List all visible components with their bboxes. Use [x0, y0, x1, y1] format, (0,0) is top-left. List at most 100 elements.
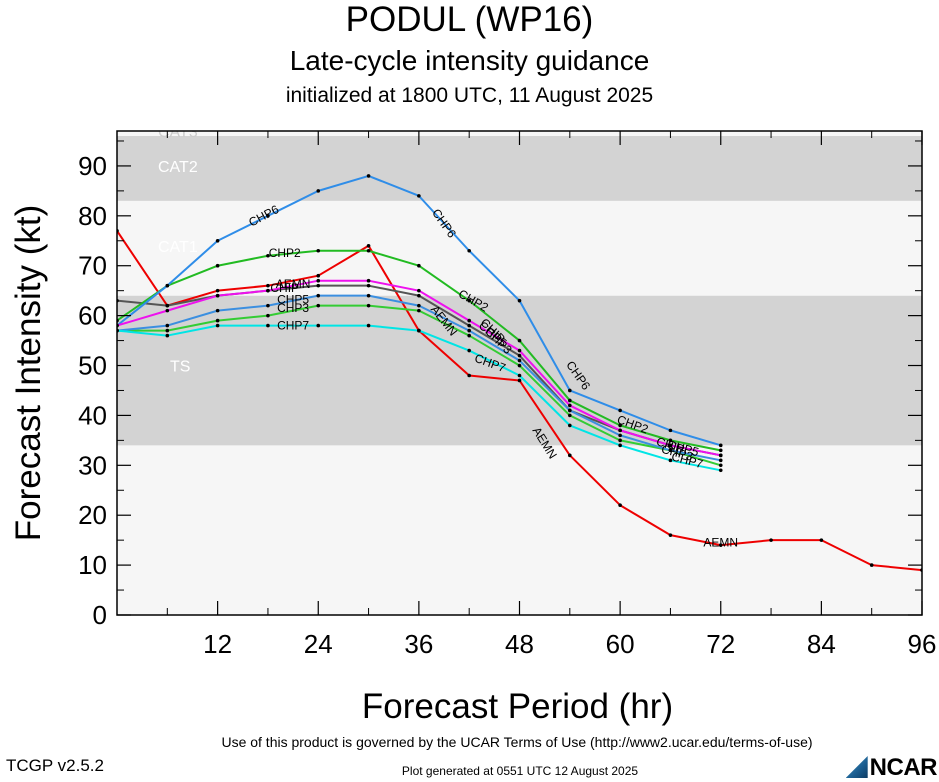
series-point-chpm: [215, 293, 220, 298]
series-label-chp2: CHP2: [269, 246, 301, 260]
x-tick-label: 12: [203, 629, 232, 659]
band-cat1: [117, 200, 922, 296]
ncar-logo-icon: [845, 756, 868, 778]
series-point-chp3: [467, 333, 471, 338]
series-point-chp7: [366, 323, 371, 328]
series-point-chp6: [366, 174, 371, 178]
series-label-chp3: CHP3: [277, 301, 309, 315]
series-point-aemn: [718, 543, 723, 547]
series-point-aemn: [568, 453, 572, 458]
initialization-time: initialized at 1800 UTC, 11 August 2025: [285, 84, 654, 107]
series-point-chp3: [366, 303, 371, 308]
series-point-chp3: [517, 363, 522, 368]
series-point-chpm: [165, 308, 170, 313]
series-label-chp7: CHP7: [277, 319, 309, 333]
x-tick-label: 24: [304, 629, 333, 659]
series-point-chip: [417, 293, 421, 298]
series-point-chp6: [316, 189, 321, 193]
series-point-aemn: [215, 288, 220, 293]
series-point-chp3: [266, 313, 270, 318]
series-point-chp5: [266, 303, 270, 308]
band-label-cat3: CAT3: [158, 124, 198, 141]
series-point-aemn: [266, 283, 270, 288]
band-cat2: [117, 135, 922, 201]
y-tick-label: 20: [78, 500, 107, 530]
series-point-chp3: [417, 308, 421, 313]
series-point-chp5: [568, 408, 572, 413]
series-point-chp6: [165, 283, 170, 288]
series-point-aemn: [819, 538, 824, 542]
y-tick-label: 40: [78, 400, 107, 430]
series-point-chp6: [266, 214, 270, 218]
series-point-chp7: [215, 323, 220, 328]
series-point-chp2: [266, 253, 270, 258]
series-point-chip: [467, 323, 471, 328]
band-label-ts: TS: [170, 359, 190, 376]
series-label-aemn: AEMN: [276, 277, 311, 291]
series-point-chpm: [417, 288, 421, 293]
series-point-chip: [316, 283, 321, 288]
series-point-chp5: [618, 433, 622, 438]
band-label-cat1: CAT1: [158, 239, 198, 256]
series-point-chp6: [215, 238, 220, 243]
series-point-chp2: [668, 438, 673, 443]
series-point-chp2: [417, 263, 421, 268]
series-point-chp5: [668, 448, 673, 453]
series-point-chpm: [266, 288, 270, 293]
series-point-chp2: [316, 248, 321, 253]
series-point-chp3: [165, 328, 170, 333]
version-label: TCGP v2.5.2: [6, 756, 104, 775]
series-point-chp3: [215, 318, 220, 323]
series-point-chpm: [668, 443, 673, 448]
series-point-chpm: [517, 348, 522, 353]
series-point-chip: [165, 303, 170, 308]
series-point-chp5: [417, 303, 421, 308]
series-point-chp3: [316, 303, 321, 308]
x-tick-label: 84: [807, 629, 836, 659]
series-point-chpm: [467, 318, 471, 323]
series-point-chp7: [417, 328, 421, 333]
series-point-chp2: [568, 398, 572, 403]
series-point-chp2: [618, 423, 622, 428]
series-label-aemn: AEMN: [703, 536, 738, 550]
series-point-chp6: [668, 428, 673, 433]
series-point-chp6: [618, 408, 622, 413]
x-tick-label: 72: [706, 629, 735, 659]
series-point-chpm: [568, 403, 572, 408]
series-point-chp3: [618, 438, 622, 443]
series-label-chp5: CHP5: [277, 293, 309, 307]
series-point-chp7: [618, 443, 622, 448]
series-point-chp2: [366, 248, 371, 253]
series-point-chp2: [517, 338, 522, 343]
series-point-chpm: [718, 453, 723, 458]
ncar-logo-text: NCAR: [869, 754, 938, 781]
series-point-chp7: [165, 333, 170, 338]
series-point-chp5: [165, 323, 170, 328]
chart-subtitle: Late-cycle intensity guidance: [289, 45, 650, 76]
series-point-chp7: [266, 323, 270, 328]
series-point-chp2: [215, 263, 220, 268]
series-point-chpm: [316, 278, 321, 283]
series-point-chp5: [467, 328, 471, 333]
series-point-chip: [517, 353, 522, 358]
series-point-aemn: [366, 243, 371, 248]
y-tick-label: 50: [78, 351, 107, 381]
series-point-chp7: [668, 458, 673, 463]
series-point-chp5: [215, 308, 220, 313]
series-point-chp6: [517, 298, 522, 303]
y-axis-label: Forecast Intensity (kt): [9, 205, 48, 541]
generated-timestamp: Plot generated at 0551 UTC 12 August 202…: [401, 764, 639, 778]
y-tick-label: 0: [93, 600, 107, 630]
band-ts: [117, 295, 922, 446]
series-point-chp6: [467, 248, 471, 253]
x-tick-label: 48: [505, 629, 534, 659]
series-point-chp7: [517, 373, 522, 378]
series-label-chip: CHIP: [270, 281, 299, 295]
series-point-aemn: [316, 273, 321, 278]
series-point-chp6: [417, 194, 421, 198]
y-tick-label: 10: [78, 550, 107, 580]
series-point-chp6: [718, 443, 723, 448]
series-point-chpm: [366, 278, 371, 283]
series-point-aemn: [517, 378, 522, 383]
